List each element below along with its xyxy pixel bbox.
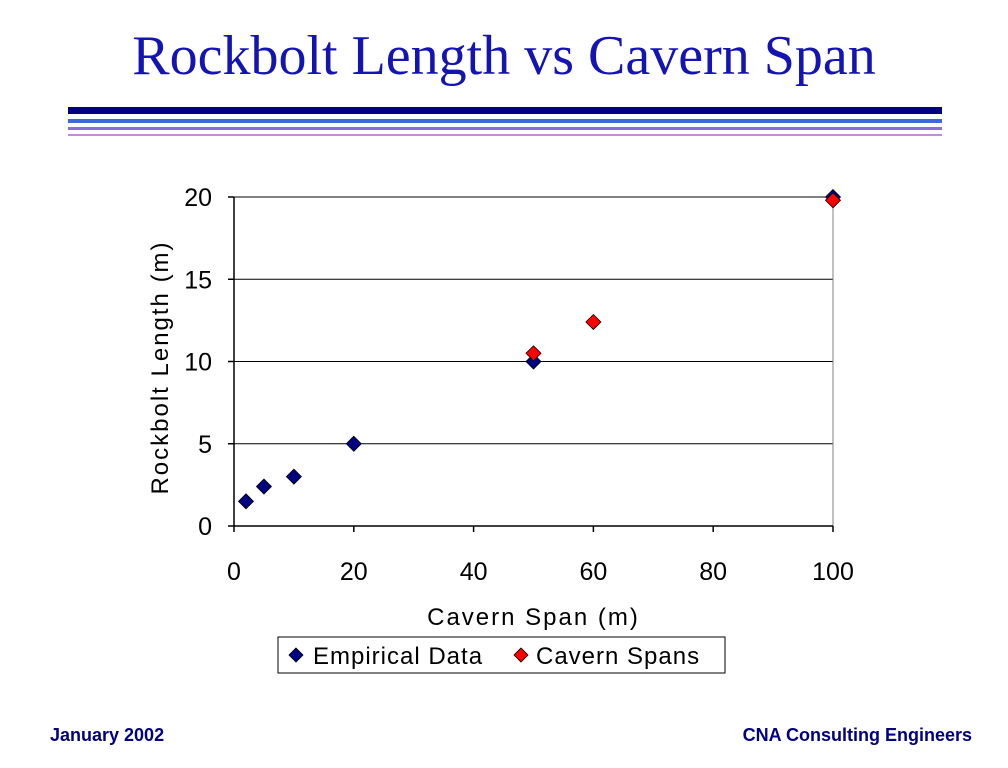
legend-label-1: Cavern Spans <box>536 643 700 670</box>
footer-date: January 2002 <box>50 725 165 745</box>
legend-label-0: Empirical Data <box>313 643 483 670</box>
y-axis-ticks: 0 5 10 15 20 <box>184 184 234 541</box>
data-point-s1-1 <box>585 313 602 331</box>
y-tick-label-4: 20 <box>184 184 212 212</box>
series-cavern-spans <box>525 192 842 362</box>
title-rule-blue <box>68 119 942 123</box>
data-point-s0-3 <box>345 435 362 452</box>
x-tick-label-3: 60 <box>579 558 607 586</box>
title-rule-dark <box>68 107 942 114</box>
x-tick-label-5: 100 <box>812 558 854 586</box>
y-tick-label-2: 10 <box>184 349 212 377</box>
y-tick-label-3: 15 <box>184 266 212 294</box>
data-point-s0-0 <box>237 493 255 510</box>
x-tick-label-0: 0 <box>227 558 241 586</box>
legend: Empirical Data Cavern Spans <box>277 636 726 674</box>
data-point-s0-4 <box>525 353 542 370</box>
data-point-s0-1 <box>255 478 273 495</box>
x-tick-label-2: 40 <box>460 558 488 586</box>
data-point-s1-0 <box>525 345 542 362</box>
data-points <box>237 188 842 510</box>
legend-marker-0 <box>288 647 304 663</box>
footer-company: CNA Consulting Engineers <box>742 725 972 745</box>
y-tick-label-0: 0 <box>198 513 212 541</box>
legend-box <box>277 636 726 674</box>
x-tick-label-1: 20 <box>340 558 368 586</box>
title-rule-pink <box>68 134 942 136</box>
x-axis-ticks: 0 20 40 60 80 100 <box>227 526 854 586</box>
y-tick-label-1: 5 <box>198 431 212 459</box>
y-axis-label: Rockbolt Length (m) <box>147 240 174 494</box>
title-rule-purple <box>68 127 942 130</box>
data-point-s0-2 <box>285 468 302 485</box>
x-axis-label: Cavern Span (m) <box>427 604 640 631</box>
legend-marker-1 <box>513 647 529 663</box>
x-tick-label-4: 80 <box>699 558 727 586</box>
data-point-s1-2 <box>824 192 842 209</box>
slide-title: Rockbolt Length vs Cavern Span <box>132 25 876 87</box>
